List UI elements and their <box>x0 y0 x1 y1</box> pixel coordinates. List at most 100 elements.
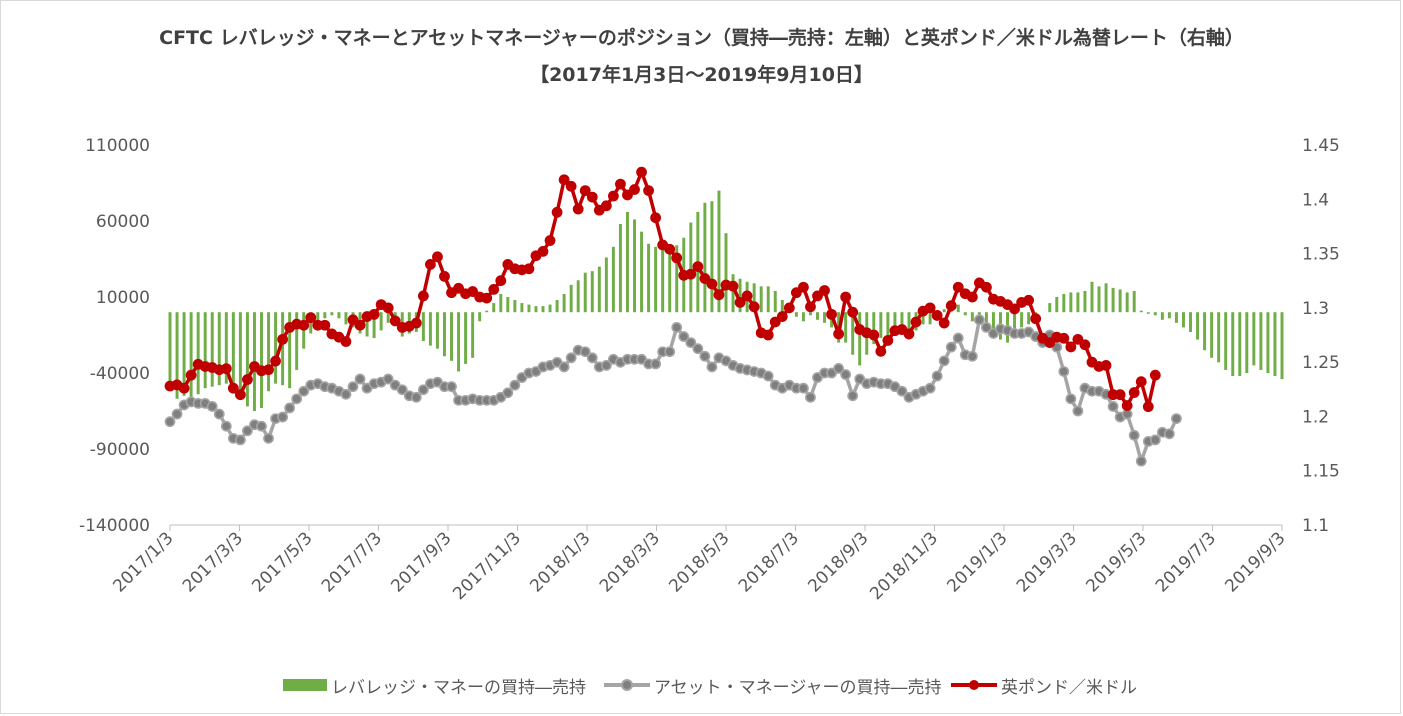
gbpusd-point <box>713 289 725 301</box>
x-tick-label: 2017/9/3 <box>387 528 455 596</box>
bar-leveraged <box>372 312 376 339</box>
gbpusd-point <box>903 328 915 340</box>
bar-leveraged <box>281 312 285 386</box>
bar-leveraged <box>1266 312 1270 373</box>
bar-leveraged <box>991 312 995 332</box>
legend-item-leveraged: レバレッジ・マネーの買持―売持 <box>283 672 586 698</box>
gbpusd-point <box>432 251 443 263</box>
gbpusd-point <box>727 280 739 292</box>
bar-leveraged <box>365 312 369 337</box>
gbpusd-point <box>671 252 683 264</box>
asset-manager-point <box>678 331 690 342</box>
asset-manager-point <box>692 343 704 355</box>
gbpusd-point <box>622 189 633 201</box>
bar-leveraged <box>210 312 214 387</box>
gbpusd-point <box>790 287 802 299</box>
bar-leveraged <box>1259 312 1263 370</box>
asset-manager-point <box>354 373 366 385</box>
bar-leveraged <box>386 312 390 323</box>
y-right-tick-label: 1.45 <box>1302 136 1340 156</box>
asset-manager-point <box>171 408 183 420</box>
asset-manager-point <box>973 314 985 326</box>
gbpusd-point <box>1135 376 1147 388</box>
x-tick-label: 2019/3/3 <box>1013 528 1081 596</box>
bar-leveraged <box>703 202 707 313</box>
bar-leveraged <box>562 293 566 313</box>
bar-leveraged <box>1280 312 1284 380</box>
bar-leveraged <box>1252 312 1256 366</box>
asset-manager-point <box>234 434 246 446</box>
gbpusd-point <box>586 191 598 203</box>
gbpusd-point <box>298 319 310 331</box>
bar-leveraged <box>1125 292 1129 313</box>
bar-leveraged <box>633 219 636 313</box>
gbpusd-point <box>643 185 654 196</box>
asset-manager-point <box>1135 455 1147 467</box>
asset-manager-point <box>502 387 514 399</box>
bar-leveraged <box>942 309 946 313</box>
gbpusd-point <box>347 314 359 326</box>
bar-leveraged <box>963 312 967 316</box>
asset-manager-point <box>579 346 591 358</box>
asset-manager-point <box>896 385 908 397</box>
asset-manager-point <box>446 381 457 393</box>
legend-label-asset-manager: アセット・マネージャーの買持―売持 <box>654 677 942 698</box>
gbpusd-point <box>607 190 619 202</box>
bar-leveraged <box>428 312 432 346</box>
gbpusd-point <box>699 273 711 284</box>
gbpusd-point <box>1142 401 1154 413</box>
bar-leveraged <box>245 312 249 407</box>
gbpusd-point <box>495 275 507 287</box>
x-tick-label: 2018/1/3 <box>526 528 594 596</box>
bar-leveraged <box>907 312 911 340</box>
y-right-tick-label: 1.3 <box>1302 299 1329 319</box>
gbpusd-point <box>910 316 922 328</box>
asset-manager-point <box>664 346 676 358</box>
asset-manager-point <box>945 341 957 353</box>
bar-leveraged <box>1196 312 1200 340</box>
bar-leveraged <box>478 312 482 322</box>
y-right-tick-label: 1.2 <box>1302 407 1329 427</box>
gbpusd-point <box>1128 387 1140 398</box>
asset-manager-point <box>1065 393 1077 405</box>
gbpusd-point <box>952 281 964 293</box>
asset-manager-point <box>242 425 253 437</box>
gbpusd-point <box>748 301 760 313</box>
bar-leveraged <box>1118 289 1122 313</box>
x-tick-label: 2018/11/3 <box>866 528 942 604</box>
x-tick-label: 2019/1/3 <box>943 528 1011 596</box>
bar-leveraged <box>548 304 552 313</box>
x-tick-label: 2017/7/3 <box>318 528 386 596</box>
gbpusd-point <box>579 185 591 196</box>
gbpusd-point <box>664 243 676 255</box>
y-left-tick-label: -40000 <box>90 364 150 384</box>
bar-leveraged <box>921 312 925 325</box>
legend-item-asset-manager: アセット・マネージャーの買持―売持 <box>604 672 941 698</box>
x-tick-label: 2019/5/3 <box>1082 528 1150 596</box>
bar-leveraged <box>506 297 510 313</box>
bar-leveraged <box>1174 312 1178 323</box>
x-tick-label: 2017/1/3 <box>109 528 177 596</box>
asset-manager-point <box>847 390 859 402</box>
bar-leveraged <box>647 243 651 313</box>
bar-leveraged <box>823 312 827 323</box>
y-left-tick-label: 60000 <box>96 212 150 232</box>
asset-manager-point <box>840 369 852 380</box>
gbpusd-point <box>840 291 852 303</box>
asset-manager-point <box>952 332 964 344</box>
bar-leveraged <box>168 312 172 389</box>
gbpusd-point <box>558 174 570 186</box>
bar-leveraged <box>1111 287 1115 313</box>
bar-leveraged <box>654 246 658 313</box>
bar-leveraged <box>274 312 278 384</box>
gbpusd-point <box>734 297 746 308</box>
bar-leveraged <box>1097 286 1101 313</box>
bar-leveraged <box>231 312 235 387</box>
bar-leveraged <box>330 312 334 316</box>
bar-leveraged <box>527 304 531 313</box>
y-left-tick-label: 110000 <box>85 136 150 156</box>
asset-manager-point <box>685 337 697 348</box>
bar-leveraged <box>1231 312 1235 377</box>
bar-leveraged <box>1069 292 1073 313</box>
asset-manager-point <box>981 321 992 333</box>
